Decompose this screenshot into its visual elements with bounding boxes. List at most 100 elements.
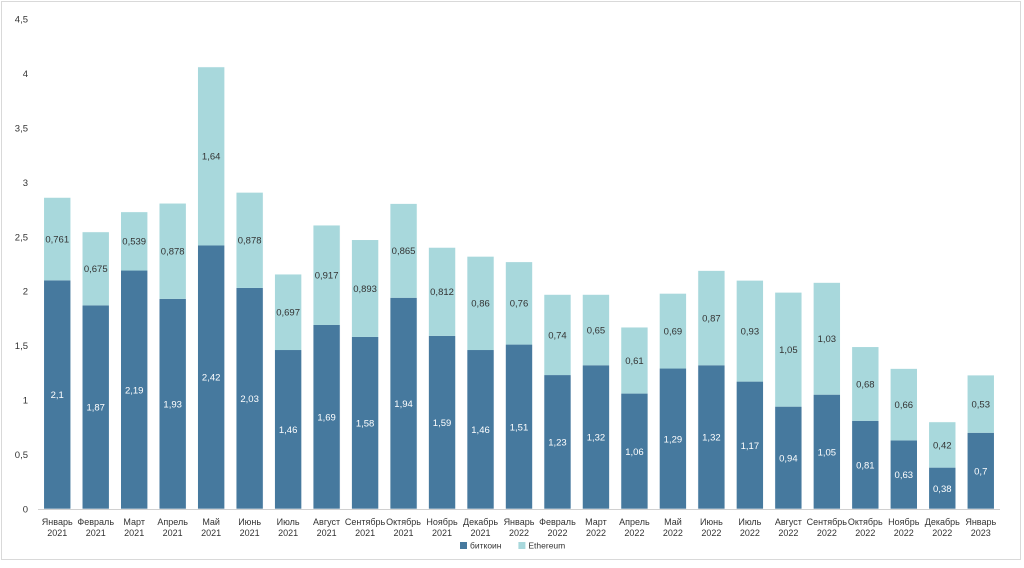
x-tick-label-month: Январь — [42, 517, 73, 527]
x-tick-label-month: Март — [123, 517, 145, 527]
data-label-ethereum: 0,68 — [856, 379, 875, 390]
data-label-ethereum: 0,917 — [315, 271, 339, 282]
bar-ethereum — [659, 293, 687, 369]
data-label-ethereum: 0,93 — [741, 326, 760, 337]
x-tick-label-year: 2021 — [124, 528, 144, 538]
y-tick-label: 4 — [23, 69, 28, 80]
data-label-bitcoin: 1,59 — [433, 418, 452, 429]
x-tick-label-year: 2022 — [855, 528, 875, 538]
y-tick-label: 3,5 — [15, 123, 28, 134]
bar-bitcoin — [928, 467, 956, 509]
x-tick-label-year: 2021 — [394, 528, 414, 538]
bar-bitcoin — [505, 344, 533, 509]
x-tick-label-month: Апрель — [157, 517, 188, 527]
x-tick-label-year: 2022 — [894, 528, 914, 538]
data-label-bitcoin: 0,94 — [779, 453, 798, 464]
bar-bitcoin — [428, 335, 456, 509]
data-label-bitcoin: 1,69 — [317, 412, 336, 423]
y-tick-label: 2 — [23, 287, 28, 298]
bar-bitcoin — [967, 432, 995, 509]
data-label-ethereum: 0,539 — [122, 237, 146, 248]
x-tick-label-month: Июль — [277, 517, 300, 527]
x-tick-label-year: 2022 — [817, 528, 837, 538]
data-label-ethereum: 1,05 — [779, 345, 798, 356]
bar-ethereum — [582, 294, 610, 366]
data-label-ethereum: 0,675 — [84, 264, 108, 275]
data-label-ethereum: 0,69 — [664, 326, 683, 337]
bar-bitcoin — [274, 350, 302, 509]
data-label-ethereum: 0,878 — [238, 236, 262, 247]
bar-bitcoin — [197, 245, 225, 509]
x-tick-label-month: Июнь — [238, 517, 261, 527]
data-label-ethereum: 0,878 — [161, 247, 185, 258]
data-label-bitcoin: 2,19 — [125, 385, 144, 396]
x-tick-label-year: 2022 — [509, 528, 529, 538]
bar-bitcoin — [813, 394, 841, 509]
x-tick-label-year: 2021 — [86, 528, 106, 538]
x-axis: Январь2021Февраль2021Март2021Апрель2021М… — [38, 509, 1000, 538]
bar-ethereum — [774, 292, 802, 407]
y-tick-label: 3 — [23, 178, 28, 189]
legend-swatch-bitcoin — [460, 542, 467, 549]
data-label-ethereum: 0,761 — [45, 234, 69, 245]
x-tick-label-year: 2021 — [240, 528, 260, 538]
bar-ethereum — [851, 346, 879, 421]
data-label-bitcoin: 2,03 — [240, 394, 259, 405]
bar-ethereum — [313, 225, 341, 325]
x-tick-label-month: Март — [585, 517, 607, 527]
data-label-bitcoin: 1,46 — [471, 425, 490, 436]
x-tick-label-year: 2023 — [971, 528, 991, 538]
x-tick-label-year: 2022 — [586, 528, 606, 538]
x-tick-label-month: Май — [664, 517, 682, 527]
x-tick-label-month: Январь — [504, 517, 535, 527]
bar-ethereum — [159, 203, 187, 299]
bar-ethereum — [236, 192, 264, 288]
legend-label-ethereum: Ethereum — [528, 541, 565, 551]
data-label-ethereum: 0,65 — [587, 325, 606, 336]
bar-ethereum — [736, 280, 764, 382]
data-label-ethereum: 0,893 — [353, 284, 377, 295]
data-label-bitcoin: 0,63 — [895, 470, 914, 481]
y-tick-label: 1 — [23, 396, 28, 407]
y-axis: 0 0,5 1 1,5 2 2,5 3 3,5 4 4,5 — [15, 15, 28, 516]
x-tick-label-year: 2021 — [317, 528, 337, 538]
y-tick-label: 1,5 — [15, 341, 28, 352]
data-label-ethereum: 1,03 — [818, 334, 837, 345]
x-tick-label-month: Август — [775, 517, 802, 527]
x-tick-label-year: 2022 — [624, 528, 644, 538]
data-label-bitcoin: 1,32 — [587, 433, 606, 444]
bar-bitcoin — [120, 270, 148, 509]
bar-ethereum — [697, 270, 725, 366]
bar-bitcoin — [543, 375, 571, 509]
data-label-ethereum: 0,66 — [895, 400, 914, 411]
bar-bitcoin — [697, 365, 725, 509]
y-tick-label: 4,5 — [15, 15, 28, 26]
y-tick-label: 0 — [23, 505, 28, 516]
data-label-ethereum: 1,64 — [202, 152, 221, 163]
bar-ethereum — [82, 231, 110, 306]
x-tick-label-year: 2022 — [778, 528, 798, 538]
x-tick-label-month: Июль — [738, 517, 761, 527]
bar-ethereum — [467, 256, 495, 351]
bar-bitcoin — [736, 381, 764, 509]
x-tick-label-month: Январь — [965, 517, 996, 527]
x-tick-label-year: 2021 — [163, 528, 183, 538]
data-label-ethereum: 0,74 — [548, 330, 567, 341]
bar-bitcoin — [851, 420, 879, 509]
bar-bitcoin — [890, 440, 918, 509]
bar-ethereum — [505, 261, 533, 345]
bar-bitcoin — [467, 350, 495, 509]
x-tick-label-month: Декабрь — [463, 517, 498, 527]
data-label-ethereum: 0,865 — [392, 246, 416, 257]
data-label-bitcoin: 1,23 — [548, 438, 567, 449]
legend-label-bitcoin: биткоин — [470, 541, 502, 551]
x-tick-label-month: Сентябрь — [345, 517, 386, 527]
data-label-ethereum: 0,86 — [471, 299, 490, 310]
x-tick-label-year: 2021 — [355, 528, 375, 538]
bar-ethereum — [351, 239, 379, 337]
data-label-ethereum: 0,87 — [702, 313, 721, 324]
bar-bitcoin — [236, 287, 264, 509]
data-label-bitcoin: 1,58 — [356, 418, 375, 429]
data-label-bitcoin: 1,17 — [741, 441, 760, 452]
x-tick-label-month: Ноябрь — [888, 517, 920, 527]
